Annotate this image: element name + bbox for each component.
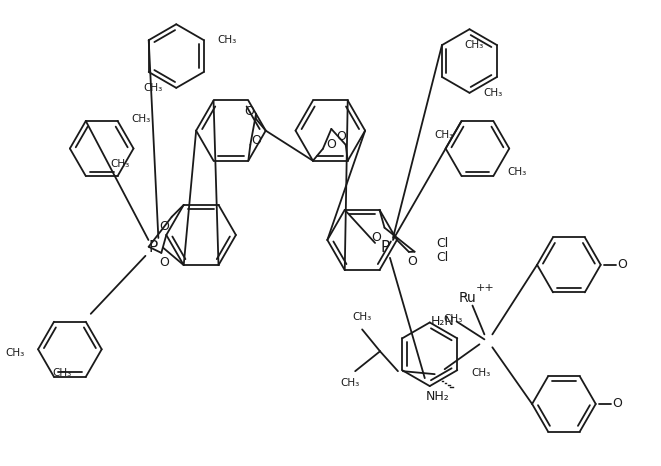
Text: CH₃: CH₃ <box>132 114 151 124</box>
Text: CH₃: CH₃ <box>434 130 453 140</box>
Text: CH₃: CH₃ <box>5 348 24 358</box>
Text: O: O <box>617 258 627 271</box>
Text: Cl: Cl <box>436 251 449 264</box>
Text: ++: ++ <box>476 283 495 293</box>
Text: O: O <box>159 220 169 233</box>
Text: NH₂: NH₂ <box>426 390 449 403</box>
Text: O: O <box>159 256 169 269</box>
Text: CH₃: CH₃ <box>464 40 483 50</box>
Text: CH₃: CH₃ <box>483 88 502 98</box>
Text: P: P <box>380 240 389 255</box>
Text: P: P <box>149 240 158 255</box>
Text: CH₃: CH₃ <box>352 313 371 322</box>
Text: O: O <box>326 138 336 151</box>
Text: O: O <box>251 134 261 147</box>
Text: CH₃: CH₃ <box>340 378 360 388</box>
Text: CH₃: CH₃ <box>507 167 527 177</box>
Text: O: O <box>371 231 381 244</box>
Text: O: O <box>613 397 623 411</box>
Text: H₂N: H₂N <box>431 315 455 328</box>
Text: CH₃: CH₃ <box>53 368 72 378</box>
Text: CH₃: CH₃ <box>110 159 129 169</box>
Text: Cl: Cl <box>436 237 449 250</box>
Text: O: O <box>336 130 346 144</box>
Text: CH₃: CH₃ <box>444 315 463 324</box>
Text: CH₃: CH₃ <box>143 83 163 93</box>
Text: O: O <box>407 255 417 268</box>
Text: CH₃: CH₃ <box>471 368 490 378</box>
Text: Ru: Ru <box>459 291 477 305</box>
Text: O: O <box>244 105 254 118</box>
Text: CH₃: CH₃ <box>217 35 237 45</box>
